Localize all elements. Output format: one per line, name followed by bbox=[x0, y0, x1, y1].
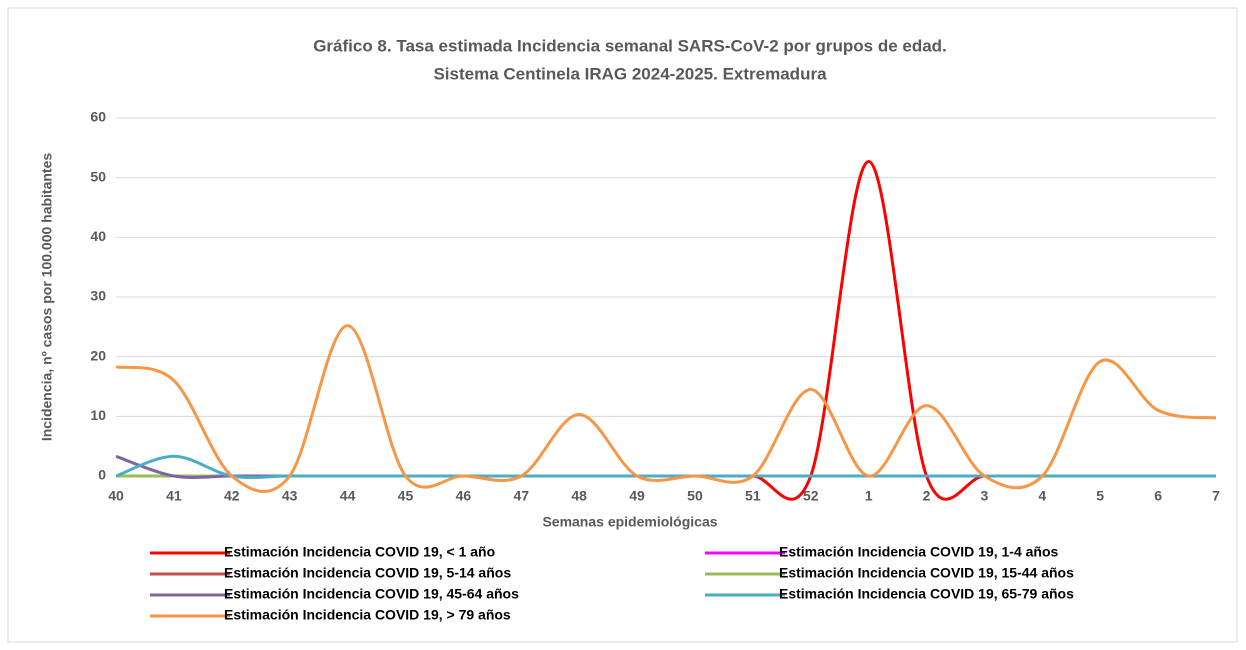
x-tick-label: 41 bbox=[166, 488, 182, 504]
legend-label: Estimación Incidencia COVID 19, 15-44 añ… bbox=[779, 565, 1074, 581]
x-tick-label: 44 bbox=[340, 488, 356, 504]
y-axis-label: Incidencia, nº casos por 100.000 habitan… bbox=[39, 153, 55, 442]
x-tick-label: 3 bbox=[981, 488, 989, 504]
data-line bbox=[115, 324, 1217, 494]
x-tick-label: 49 bbox=[629, 488, 645, 504]
y-tick-label: 50 bbox=[90, 168, 106, 184]
x-tick-label: 45 bbox=[398, 488, 414, 504]
x-tick-label: 43 bbox=[282, 488, 298, 504]
x-tick-label: 50 bbox=[687, 488, 703, 504]
legend-label: Estimación Incidencia COVID 19, < 1 año bbox=[224, 544, 495, 560]
x-tick-label: 48 bbox=[571, 488, 587, 504]
x-tick-label: 4 bbox=[1038, 488, 1046, 504]
chart-border bbox=[7, 7, 1238, 643]
x-tick-label: 42 bbox=[224, 488, 240, 504]
x-tick-label: 51 bbox=[745, 488, 761, 504]
legend-label: Estimación Incidencia COVID 19, 65-79 añ… bbox=[779, 586, 1074, 602]
x-tick-label: 1 bbox=[865, 488, 873, 504]
y-tick-label: 30 bbox=[90, 288, 106, 304]
y-tick-label: 0 bbox=[98, 467, 106, 483]
chart-title: Gráfico 8. Tasa estimada Incidencia sema… bbox=[313, 36, 947, 55]
y-tick-label: 40 bbox=[90, 228, 106, 244]
legend-label: Estimación Incidencia COVID 19, 1-4 años bbox=[779, 544, 1059, 560]
y-tick-label: 10 bbox=[90, 407, 106, 423]
legend-label: Estimación Incidencia COVID 19, > 79 año… bbox=[224, 607, 511, 623]
legend-label: Estimación Incidencia COVID 19, 5-14 año… bbox=[224, 565, 511, 581]
x-tick-label: 47 bbox=[513, 488, 529, 504]
legend-label: Estimación Incidencia COVID 19, 45-64 añ… bbox=[224, 586, 519, 602]
chart-title: Sistema Centinela IRAG 2024-2025. Extrem… bbox=[433, 64, 827, 83]
x-tick-label: 46 bbox=[456, 488, 472, 504]
x-tick-label: 5 bbox=[1096, 488, 1104, 504]
x-axis-label: Semanas epidemiológicas bbox=[542, 514, 717, 530]
x-tick-label: 7 bbox=[1212, 488, 1220, 504]
x-tick-label: 40 bbox=[108, 488, 124, 504]
y-tick-label: 20 bbox=[90, 347, 106, 363]
x-tick-label: 2 bbox=[923, 488, 931, 504]
x-tick-label: 52 bbox=[803, 488, 819, 504]
x-tick-label: 6 bbox=[1154, 488, 1162, 504]
y-tick-label: 60 bbox=[90, 109, 106, 125]
